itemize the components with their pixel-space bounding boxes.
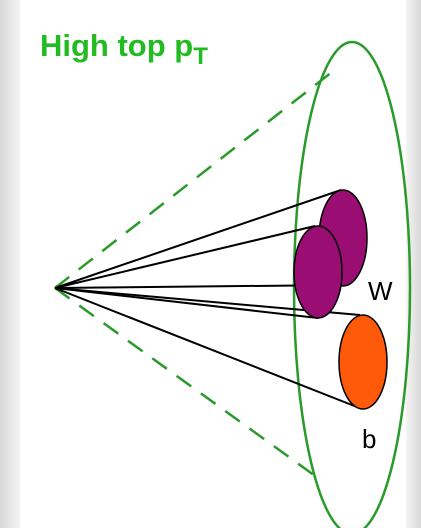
background-left (0, 0, 20, 528)
subjet-line (54, 287, 319, 319)
w-label: W (368, 276, 393, 306)
w-subjet (293, 225, 343, 319)
background-right (406, 0, 421, 528)
subjet-line (54, 225, 316, 289)
title: High top pT (40, 28, 208, 70)
jet-cone-outline (292, 40, 412, 528)
title-subscript: T (193, 43, 208, 70)
subjet-line (54, 189, 342, 289)
b-subjet (338, 314, 388, 410)
b-label: b (362, 424, 376, 454)
cone-edge (54, 286, 319, 480)
title-text: High top p (40, 28, 193, 63)
subjet-line (54, 287, 363, 410)
